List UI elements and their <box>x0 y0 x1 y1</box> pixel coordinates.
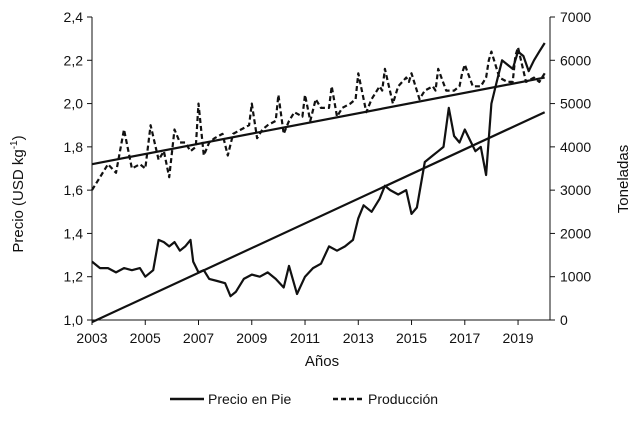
series-line-produccion <box>91 46 546 191</box>
left-axis-title-close: ) <box>10 135 27 140</box>
x-tick-label: 2013 <box>343 330 374 346</box>
plot-area: 2003 2005 2007 2009 2011 2013 2015 2017 2019 1,0 1… <box>64 9 592 346</box>
trend-line-produccion <box>91 76 545 166</box>
right-tick-label: 2000 <box>560 225 591 241</box>
right-axis-title: Toneladas <box>615 145 632 213</box>
left-tick-label: 2,4 <box>64 9 84 25</box>
x-tick-label: 2005 <box>130 330 161 346</box>
axes: 2003 2005 2007 2009 2011 2013 2015 2017 2019 1,0 1… <box>64 9 592 346</box>
right-tick-label: 4000 <box>560 139 591 155</box>
left-axis-title: Precio (USD kg-1) <box>9 135 27 252</box>
x-tick-label: 2019 <box>502 330 533 346</box>
right-tick-label: 3000 <box>560 182 591 198</box>
left-tick-label: 1,0 <box>64 312 84 328</box>
left-tick-label: 1,2 <box>64 269 84 285</box>
left-axis-title-main: Precio (USD kg <box>10 149 27 252</box>
legend-label-precio: Precio en Pie <box>208 391 291 407</box>
trend-line-precio <box>91 111 546 324</box>
right-tick-label: 0 <box>560 312 568 328</box>
x-tick-label: 2009 <box>236 330 267 346</box>
left-tick-label: 1,6 <box>64 182 84 198</box>
series-lines <box>91 42 546 298</box>
series-line-precio <box>91 42 546 298</box>
left-tick-label: 1,8 <box>64 139 84 155</box>
trend-lines <box>91 76 546 324</box>
right-tick-label: 5000 <box>560 96 591 112</box>
left-axis-title-superscript: -1 <box>9 140 20 149</box>
legend: Precio en Pie Producción <box>170 391 438 407</box>
x-tick-label: 2017 <box>449 330 480 346</box>
left-tick-label: 1,4 <box>64 225 84 241</box>
left-tick-label: 2,2 <box>64 52 84 68</box>
right-tick-label: 7000 <box>560 9 591 25</box>
x-tick-label: 2003 <box>76 330 107 346</box>
right-tick-label: 6000 <box>560 52 591 68</box>
x-tick-label: 2007 <box>183 330 214 346</box>
legend-label-produccion: Producción <box>368 391 438 407</box>
left-tick-label: 2,0 <box>64 96 84 112</box>
x-tick-label: 2011 <box>290 330 320 346</box>
right-tick-label: 1000 <box>560 269 591 285</box>
x-tick-label: 2015 <box>396 330 427 346</box>
x-axis-title: Años <box>305 353 339 370</box>
